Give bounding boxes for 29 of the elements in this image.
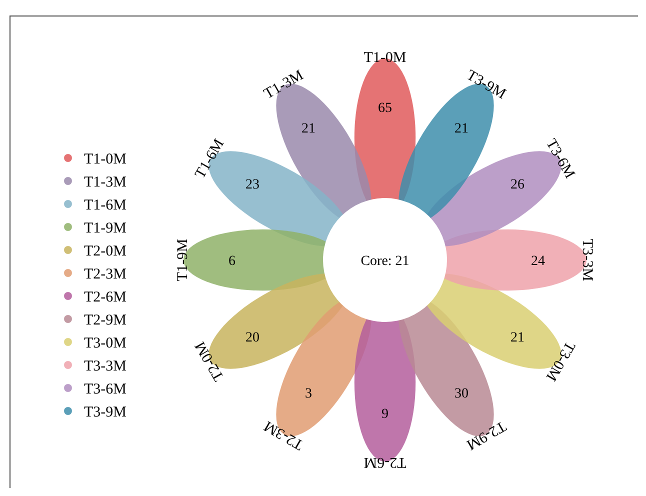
data-label: 6 (228, 254, 236, 269)
category-label: T2-0M (84, 243, 126, 260)
category-label: T2-6M (364, 454, 406, 470)
category-label: T3-9M (84, 404, 126, 420)
category-label: T3-0M (84, 335, 126, 352)
data-label: 21 (510, 330, 524, 346)
text: Core: 21 (360, 254, 410, 269)
category-label: T3-3M (84, 358, 126, 374)
category-label: T3-3M (579, 238, 596, 282)
data-label: 30 (454, 386, 468, 402)
data-label: 26 (510, 177, 524, 192)
category-label: T2-6M (84, 289, 126, 306)
data-label: 20 (246, 330, 260, 346)
category-label: T1-6M (84, 197, 126, 214)
category-label: T3-6M (84, 381, 126, 398)
category-label: T1-0M (84, 151, 126, 168)
data-label: 21 (302, 121, 316, 136)
data-label: 23 (246, 177, 260, 192)
data-label: 65 (378, 100, 392, 116)
data-label: 21 (454, 121, 468, 136)
category-label: T1-9M (174, 238, 191, 282)
category-label: T1-9M (84, 220, 126, 236)
data-label: 9 (382, 406, 388, 422)
category-label: T2-3M (84, 266, 126, 282)
category-label: T2-9M (84, 312, 126, 328)
category-label: T1-3M (84, 174, 126, 190)
data-label: 3 (305, 386, 312, 402)
data-label: 24 (531, 254, 545, 269)
category-label: T1-0M (364, 50, 406, 66)
